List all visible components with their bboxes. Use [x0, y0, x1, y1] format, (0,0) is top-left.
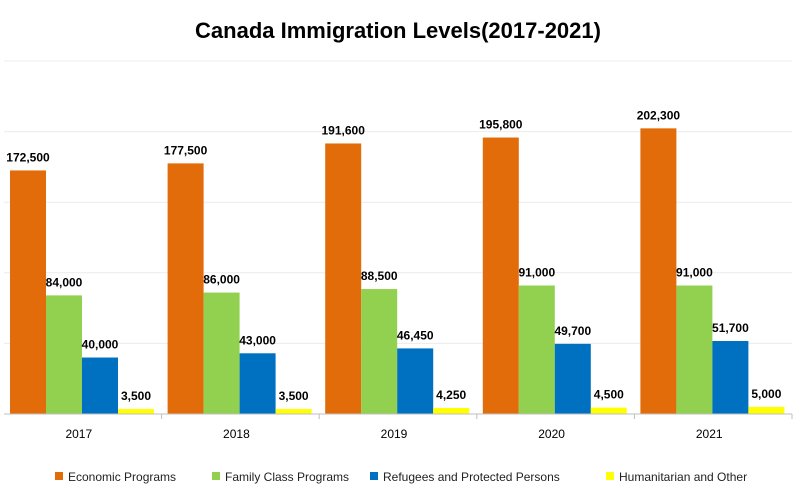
data-label: 5,000	[751, 387, 781, 401]
legend-swatch	[606, 472, 614, 480]
bar-humanitarian-and-other-2019	[433, 407, 470, 414]
data-label: 88,500	[361, 269, 398, 283]
data-label: 40,000	[82, 338, 119, 352]
data-label: 177,500	[164, 143, 208, 157]
bar-economic-programs-2017	[10, 170, 46, 414]
legend-swatch	[370, 472, 378, 480]
bar-family-class-programs-2017	[46, 295, 82, 414]
x-tick-label: 2017	[65, 427, 92, 441]
legend-entry: Economic Programs	[68, 470, 176, 484]
bar-humanitarian-and-other-2021	[748, 406, 785, 414]
data-label: 172,500	[6, 150, 50, 164]
x-axis: 2017 2018 2019 2020 2021	[4, 413, 793, 441]
data-label: 202,300	[637, 108, 681, 122]
data-label: 84,000	[46, 275, 83, 289]
legend: Economic Programs Family Class Programs Re…	[55, 470, 747, 484]
data-label: 4,500	[594, 388, 624, 402]
bar-family-class-programs-2021	[676, 285, 713, 414]
x-tick-label: 2020	[538, 427, 565, 441]
data-label: 86,000	[203, 273, 240, 287]
bar-refugees-and-protected-persons-2021	[712, 340, 749, 414]
legend-entry: Humanitarian and Other	[619, 470, 747, 484]
bar-humanitarian-and-other-2017	[118, 409, 154, 414]
chart-title: Canada Immigration Levels(2017-2021)	[195, 18, 601, 43]
legend-swatch	[212, 472, 220, 480]
bar-economic-programs-2020	[482, 137, 519, 414]
bar-humanitarian-and-other-2020	[590, 407, 627, 414]
bars	[10, 128, 785, 414]
bar-economic-programs-2018	[167, 163, 204, 414]
x-tick-label: 2019	[381, 427, 408, 441]
x-tick-label: 2021	[696, 427, 723, 441]
x-tick-label: 2018	[223, 427, 250, 441]
data-label: 43,000	[239, 333, 276, 347]
legend-swatch	[55, 472, 63, 480]
legend-entry: Refugees and Protected Persons	[383, 470, 560, 484]
data-label: 4,250	[436, 388, 466, 402]
data-label: 51,700	[712, 321, 749, 335]
data-label: 49,700	[554, 324, 591, 338]
bar-humanitarian-and-other-2018	[275, 409, 312, 414]
data-labels: 172,500 84,000 40,000 3,500 177,500 86,000 43,…	[6, 108, 781, 403]
bar-economic-programs-2021	[640, 128, 677, 414]
bar-refugees-and-protected-persons-2017	[82, 357, 118, 414]
data-label: 91,000	[676, 266, 713, 280]
bar-refugees-and-protected-persons-2019	[397, 348, 434, 414]
bar-family-class-programs-2018	[203, 292, 240, 414]
legend-entry: Family Class Programs	[225, 470, 349, 484]
data-label: 191,600	[322, 123, 366, 137]
bar-family-class-programs-2020	[518, 285, 555, 414]
data-label: 3,500	[279, 389, 309, 403]
data-label: 91,000	[518, 266, 555, 280]
data-label: 195,800	[479, 118, 523, 132]
data-label: 46,450	[397, 328, 434, 342]
bar-refugees-and-protected-persons-2020	[554, 343, 591, 414]
bar-family-class-programs-2019	[361, 289, 398, 414]
bar-economic-programs-2019	[325, 143, 362, 414]
data-label: 3,500	[121, 389, 151, 403]
bar-refugees-and-protected-persons-2018	[239, 353, 276, 414]
